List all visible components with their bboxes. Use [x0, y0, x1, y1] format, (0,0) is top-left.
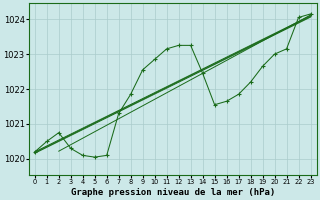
- X-axis label: Graphe pression niveau de la mer (hPa): Graphe pression niveau de la mer (hPa): [70, 188, 275, 197]
